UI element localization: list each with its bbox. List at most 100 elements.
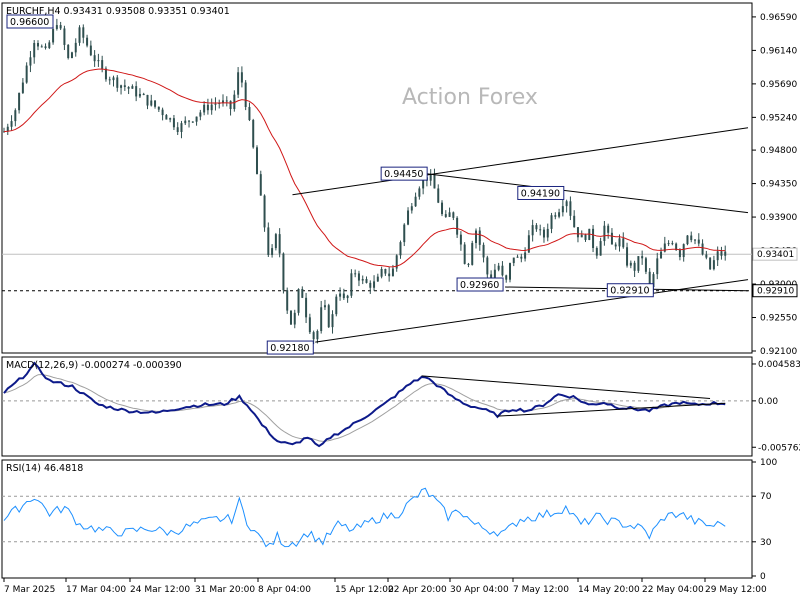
candle-body	[452, 212, 455, 218]
x-tick-label: 17 Mar 04:00	[66, 585, 126, 595]
price-callout-label: 0.94190	[521, 188, 560, 199]
candle-body	[524, 252, 527, 259]
candle-body	[497, 265, 500, 270]
candle-body	[610, 232, 613, 245]
candle-body	[55, 25, 58, 29]
macd-trendline	[497, 402, 726, 417]
candle-body	[44, 46, 47, 49]
x-tick-label: 8 Apr 04:00	[258, 585, 311, 595]
candle-body	[289, 310, 292, 325]
candle-body	[437, 188, 440, 203]
candle-body	[33, 43, 36, 58]
candle-body	[172, 118, 175, 128]
candle-body	[188, 120, 191, 122]
candle-body	[475, 230, 478, 244]
candle-body	[237, 72, 240, 95]
candle-body	[675, 243, 678, 251]
candle-body	[225, 100, 228, 102]
candle-body	[127, 86, 130, 89]
candle-body	[644, 258, 647, 272]
candle-body	[686, 235, 689, 245]
candle-body	[161, 109, 164, 116]
candle-body	[641, 256, 644, 259]
candle-body	[48, 42, 51, 49]
price-callout-box	[380, 166, 428, 181]
candle-body	[82, 27, 85, 38]
price-callout-label: 0.96600	[10, 17, 49, 28]
candle-body	[395, 255, 398, 269]
x-tick-label: 22 Apr 20:00	[388, 585, 447, 595]
price-y-tick-label: 0.95690	[760, 80, 797, 90]
candle-body	[123, 85, 126, 87]
candle-body	[561, 206, 564, 213]
candle-body	[361, 279, 364, 281]
candle-body	[191, 121, 194, 123]
x-tick-label: 14 May 20:00	[578, 585, 640, 595]
candle-body	[671, 243, 674, 245]
candle-body	[410, 206, 413, 211]
macd-title: MACD(12,26,9) -0.000274 -0.000390	[6, 360, 182, 371]
candle-body	[274, 234, 277, 249]
candle-body	[471, 243, 474, 265]
candle-body	[414, 196, 417, 207]
candle-body	[3, 131, 5, 133]
candle-body	[656, 258, 659, 275]
candle-body	[104, 68, 107, 80]
candle-body	[565, 201, 568, 207]
candle-body	[331, 314, 334, 328]
candle-body	[697, 239, 700, 244]
candle-body	[357, 273, 360, 281]
candle-body	[626, 247, 629, 266]
price-callout-label: 0.92180	[270, 343, 309, 354]
candle-body	[297, 288, 300, 313]
candle-body	[308, 317, 311, 333]
candle-body	[433, 174, 436, 189]
candle-body	[448, 212, 451, 217]
x-tick-label: 7 May 12:00	[513, 585, 569, 595]
candle-body	[380, 269, 383, 277]
candle-body	[584, 234, 587, 240]
candle-body	[652, 274, 655, 288]
rsi-y-tick-label: 0	[760, 572, 766, 582]
candle-body	[120, 85, 123, 88]
candle-body	[508, 263, 511, 280]
candle-body	[720, 251, 723, 256]
candle-body	[199, 112, 202, 117]
price-tag-box	[752, 247, 798, 261]
candle-body	[512, 257, 515, 264]
candle-body	[59, 25, 62, 29]
candle-body	[271, 248, 274, 255]
candle-body	[633, 262, 636, 271]
candle-body	[74, 42, 77, 53]
x-tick-label: 7 Mar 2025	[4, 585, 55, 595]
candle-body	[346, 295, 349, 299]
rsi-y-tick-label: 100	[760, 458, 777, 468]
candle-body	[618, 238, 621, 247]
candle-body	[40, 46, 43, 48]
price-callout-box	[517, 185, 565, 200]
candle-body	[599, 241, 602, 256]
candle-body	[690, 235, 693, 241]
candle-body	[493, 269, 496, 283]
candle-body	[456, 217, 459, 235]
price-y-tick-label: 0.94800	[760, 146, 797, 156]
candle-body	[222, 100, 225, 103]
rsi-panel	[1, 459, 753, 579]
candle-body	[305, 297, 308, 318]
candle-body	[573, 215, 576, 228]
candle-body	[520, 256, 523, 259]
candle-body	[176, 127, 179, 132]
candle-body	[282, 253, 285, 291]
candle-body	[25, 65, 28, 83]
candle-body	[607, 225, 610, 233]
candle-body	[112, 77, 115, 81]
candle-body	[18, 92, 21, 111]
candle-body	[622, 238, 625, 248]
rsi-title: RSI(14) 46.4818	[6, 463, 83, 474]
candle-body	[323, 305, 326, 308]
candle-body	[709, 257, 712, 270]
trendline	[292, 127, 749, 196]
candle-body	[603, 225, 606, 242]
candle-body	[542, 229, 545, 238]
candle-body	[131, 86, 134, 89]
